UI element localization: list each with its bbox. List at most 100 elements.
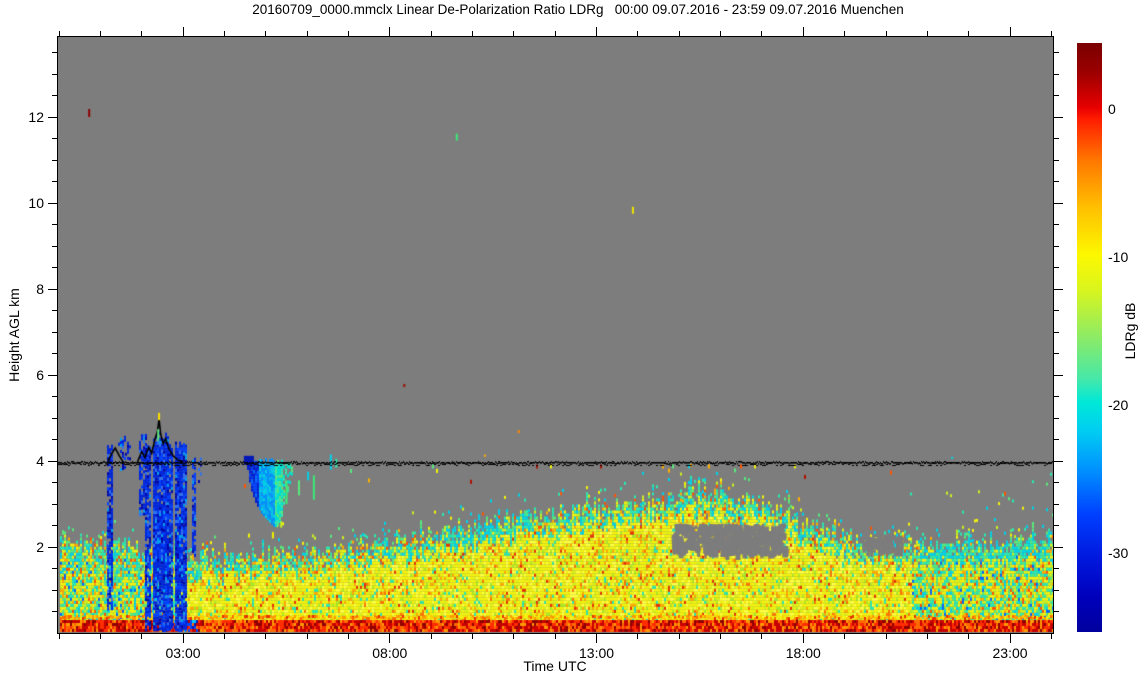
axis-tick [1054,460,1063,462]
axis-tick [596,634,598,643]
axis-tick [596,27,598,36]
x-tick-label: 23:00 [992,645,1028,661]
axis-tick [347,634,349,639]
axis-tick [1054,202,1063,204]
axis-tick [968,31,970,36]
axis-tick [52,159,57,161]
axis-tick [48,546,57,548]
y-tick-label: 12 [28,109,44,125]
axis-tick [1009,634,1011,643]
axis-tick [472,634,473,639]
axis-tick [1050,634,1052,639]
axis-tick [926,31,928,36]
x-tick-label: 13:00 [579,645,615,661]
axis-tick [52,95,57,96]
y-tick-label: 4 [36,453,44,469]
axis-tick [52,224,57,225]
axis-tick [58,634,60,639]
axis-tick [513,634,515,639]
x-tick-label: 03:00 [165,645,201,661]
axis-tick [844,634,846,639]
y-tick-label: 6 [36,367,44,383]
axis-tick [52,482,57,483]
axis-tick [48,202,57,204]
axis-tick [637,31,639,36]
axis-tick [52,417,57,419]
axis-tick [52,52,57,53]
axis-tick [1054,52,1059,53]
axis-tick [1054,116,1063,118]
axis-tick [182,27,184,36]
axis-tick [265,634,267,639]
axis-tick [513,31,515,36]
axis-tick [1054,439,1059,440]
axis-tick [554,634,556,639]
axis-tick [306,634,308,639]
axis-tick [52,181,57,182]
axis-tick [761,31,763,36]
axis-tick [1054,138,1059,139]
axis-tick [141,31,143,36]
axis-tick [52,439,57,440]
axis-tick [52,331,57,333]
axis-tick [223,634,225,639]
axis-tick [141,634,143,639]
axis-tick [52,353,57,354]
axis-tick [1054,288,1063,290]
axis-tick [1054,525,1059,526]
axis-tick [1054,589,1059,591]
axis-tick [1054,224,1059,225]
axis-tick [48,288,57,290]
axis-tick [1054,73,1059,75]
axis-tick [1054,482,1059,483]
axis-tick [223,31,225,36]
axis-tick [99,31,101,36]
axis-tick [1054,267,1059,268]
colorbar-tick-label: -10 [1108,249,1129,265]
axis-tick [58,31,60,36]
axis-tick [1054,310,1059,311]
x-tick-label: 18:00 [785,645,821,661]
axis-tick [52,611,57,612]
heatmap-canvas [58,37,1053,633]
axis-tick [1054,181,1059,182]
axis-tick [1054,159,1059,161]
axis-tick [1054,503,1059,505]
y-axis-title: Height AGL km [6,288,22,382]
axis-tick [1009,27,1011,36]
axis-tick [1054,396,1059,397]
axis-tick [389,27,391,36]
axis-tick [472,31,473,36]
axis-tick [1054,331,1059,333]
colorbar-tick-label: -20 [1108,397,1129,413]
axis-tick [52,73,57,75]
axis-tick [885,31,887,36]
colorbar-tick-label: -30 [1108,545,1129,561]
x-axis-title: Time UTC [523,658,587,674]
axis-tick [52,525,57,526]
axis-tick [1054,568,1059,569]
axis-tick [52,396,57,397]
axis-tick [554,31,556,36]
axis-tick [430,31,432,36]
y-tick-label: 10 [28,195,44,211]
axis-tick [389,634,391,643]
axis-tick [1050,31,1052,36]
axis-tick [52,568,57,569]
axis-tick [52,503,57,505]
axis-tick [720,31,722,36]
axis-tick [265,31,267,36]
axis-tick [99,634,101,639]
axis-tick [430,634,432,639]
axis-tick [1054,417,1059,419]
axis-tick [761,634,763,639]
axis-tick [637,634,639,639]
page-title: 20160709_0000.mmclx Linear De-Polarizati… [252,2,904,17]
axis-tick [678,634,680,639]
axis-tick [52,138,57,139]
axis-tick [182,634,184,643]
colorbar [1077,43,1102,632]
axis-tick [52,589,57,591]
axis-tick [48,460,57,462]
axis-tick [347,31,349,36]
